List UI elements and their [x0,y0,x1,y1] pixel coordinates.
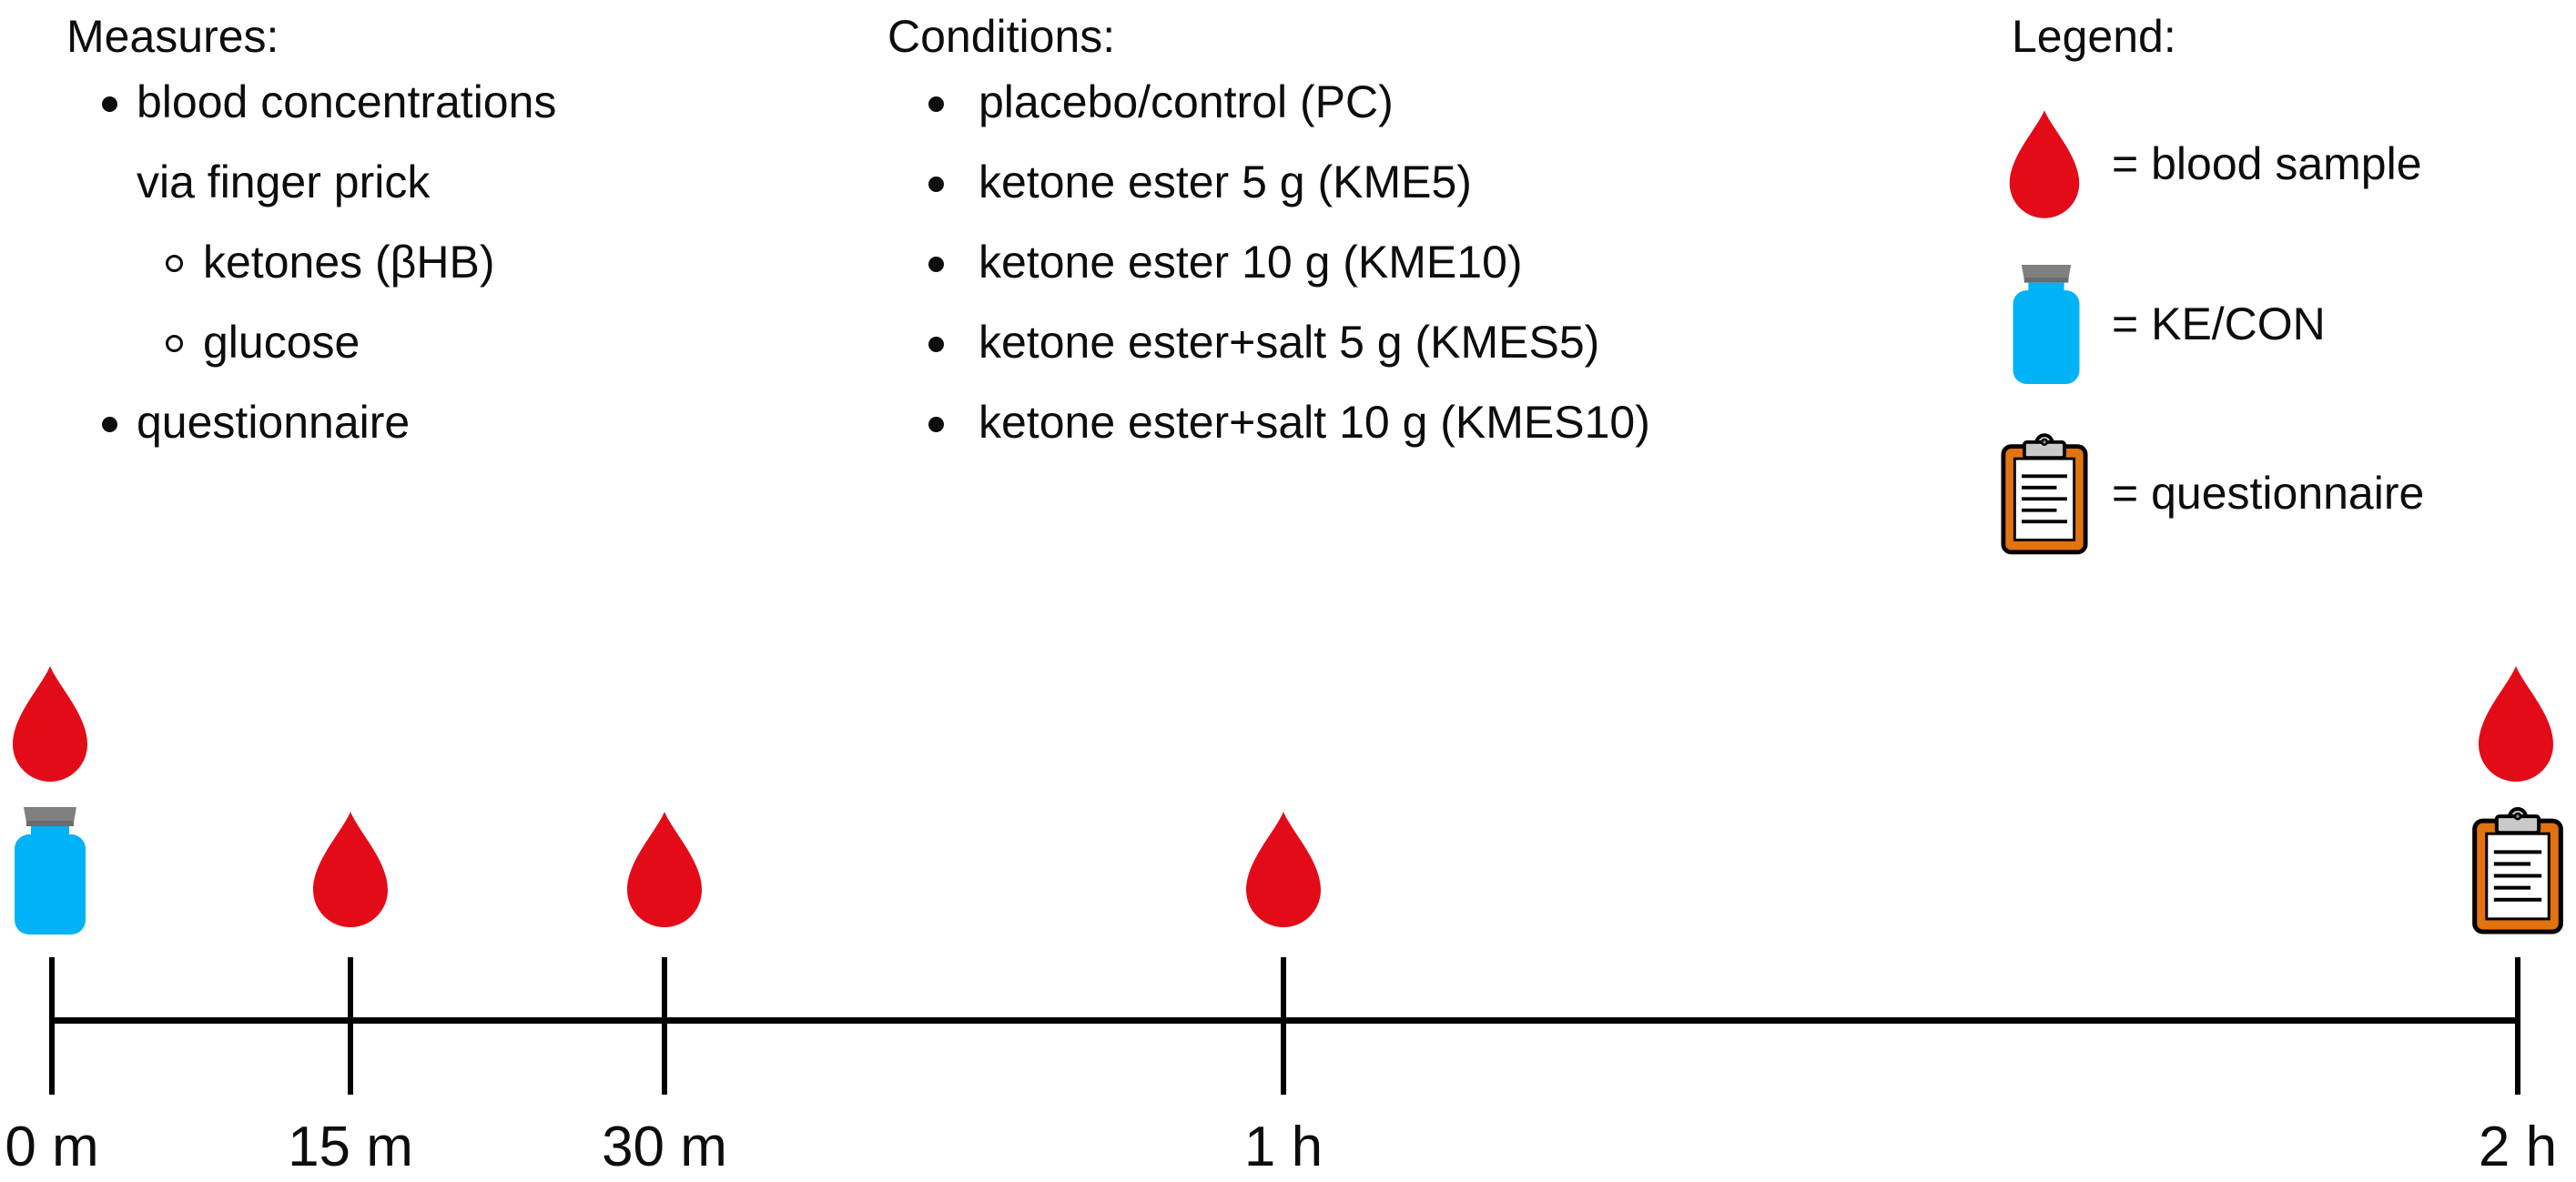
clipboard-icon [2001,429,2088,559]
clipboard-icon [2471,806,2564,934]
bullet-dot-icon [928,177,944,192]
bullet-dot-icon [928,417,944,432]
tick-label-2h: 2 h [2478,1116,2558,1178]
condition-item-kmes5: ketone ester+salt 5 g (KMES5) [979,317,1600,368]
bullet-dot-icon [928,337,944,352]
timeline-tick-15m [348,957,353,1095]
condition-item-kmes10: ketone ester+salt 10 g (KMES10) [979,397,1650,448]
condition-item-pc: placebo/control (PC) [979,76,1394,127]
measures-item-blood-concentrations: blood concentrations [137,76,557,127]
blood-drop-icon [624,810,705,928]
bullet-dot-icon [928,257,944,272]
tick-label-15m: 15 m [288,1116,413,1178]
bullet-dot-icon [102,96,117,112]
vial-icon [2012,265,2081,384]
timeline-tick-0m [49,957,55,1095]
bullet-circle-icon [166,335,183,352]
legend-label-questionnaire: = questionnaire [2112,468,2425,519]
condition-item-kme10: ketone ester 10 g (KME10) [979,237,1523,288]
legend-label-blood-sample: = blood sample [2112,138,2422,189]
vial-icon [14,806,86,935]
conditions-heading: Conditions: [887,11,1116,62]
tick-label-0m: 0 m [5,1116,99,1178]
blood-drop-icon [1242,810,1324,928]
bullet-dot-icon [928,96,944,112]
blood-drop-icon [9,664,91,783]
measures-subitem-glucose: glucose [203,317,360,368]
timeline-tick-2h [2515,957,2520,1095]
condition-item-kme5: ketone ester 5 g (KME5) [979,157,1472,207]
legend-label-ke-con: = KE/CON [2112,298,2326,349]
measures-subitem-ketones: ketones (βHB) [203,237,495,288]
blood-drop-icon [2475,664,2557,783]
tick-label-1h: 1 h [1243,1116,1323,1178]
timeline-tick-1h [1281,957,1286,1095]
bullet-circle-icon [166,255,183,272]
bullet-dot-icon [102,417,117,432]
tick-label-30m: 30 m [602,1116,727,1178]
measures-heading: Measures: [66,11,279,62]
measures-item-via-finger-prick: via finger prick [137,157,431,207]
measures-item-questionnaire: questionnaire [137,397,411,448]
blood-drop-icon [2006,107,2083,220]
timeline-tick-30m [662,957,667,1095]
blood-drop-icon [309,810,391,928]
legend-heading: Legend: [2012,11,2176,62]
